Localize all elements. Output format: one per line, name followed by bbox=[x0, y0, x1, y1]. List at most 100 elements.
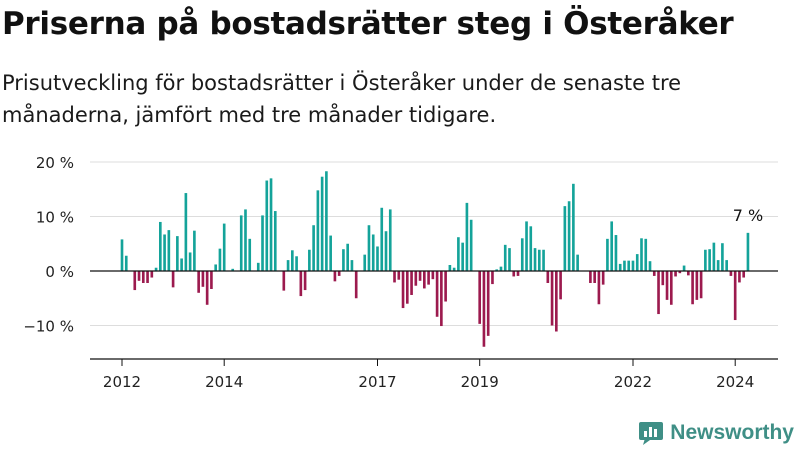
x-tick-label: 2019 bbox=[461, 373, 499, 391]
bar bbox=[218, 248, 222, 271]
bar bbox=[678, 271, 682, 274]
bar bbox=[401, 271, 405, 309]
bar bbox=[623, 260, 626, 271]
y-tick-label: 0 % bbox=[45, 263, 74, 281]
bar bbox=[120, 239, 124, 271]
bar bbox=[644, 238, 648, 271]
bar bbox=[427, 271, 430, 285]
bar bbox=[457, 237, 460, 271]
bar bbox=[478, 271, 482, 324]
bar bbox=[491, 271, 494, 285]
bar bbox=[210, 271, 213, 289]
bar bbox=[397, 271, 401, 280]
bar-chart: 20 % 10 % 0 % −10 % 2012 2014 2017 2019 2022 2024… bbox=[23, 154, 778, 391]
bar bbox=[388, 209, 392, 271]
bar bbox=[316, 190, 320, 271]
bar bbox=[163, 234, 166, 271]
bar bbox=[550, 271, 554, 326]
bar bbox=[606, 238, 609, 271]
bar bbox=[469, 219, 473, 271]
bar bbox=[295, 256, 298, 271]
bar bbox=[269, 178, 273, 271]
bar bbox=[661, 271, 665, 286]
bar bbox=[627, 260, 631, 271]
bar bbox=[682, 265, 686, 271]
bar bbox=[520, 238, 524, 271]
bar bbox=[159, 221, 162, 271]
bar bbox=[282, 271, 286, 291]
bar bbox=[563, 206, 567, 271]
bar bbox=[261, 215, 264, 271]
bar bbox=[593, 271, 596, 283]
bar bbox=[197, 271, 200, 293]
bar bbox=[525, 221, 528, 271]
bar bbox=[614, 235, 618, 271]
bar bbox=[333, 271, 337, 282]
bar bbox=[354, 271, 358, 299]
bar bbox=[205, 271, 209, 305]
bar bbox=[631, 260, 635, 271]
y-tick-label: 20 % bbox=[36, 154, 74, 172]
bar bbox=[486, 271, 490, 336]
bar bbox=[244, 209, 247, 271]
bar bbox=[137, 271, 141, 281]
bar bbox=[508, 248, 511, 271]
bar bbox=[725, 260, 728, 271]
bar bbox=[452, 267, 456, 271]
bar bbox=[708, 249, 711, 271]
bar bbox=[325, 171, 328, 271]
y-tick-label: 10 % bbox=[36, 209, 74, 227]
bar bbox=[350, 260, 354, 271]
bar bbox=[516, 271, 520, 276]
bar bbox=[695, 271, 699, 300]
bar bbox=[431, 271, 435, 280]
bar bbox=[529, 226, 533, 271]
bar bbox=[423, 271, 426, 289]
bar bbox=[133, 271, 137, 291]
bar bbox=[150, 271, 154, 278]
bar bbox=[154, 267, 158, 271]
bar bbox=[618, 263, 622, 271]
bar bbox=[495, 269, 499, 271]
bar bbox=[440, 271, 443, 327]
x-tick-label: 2017 bbox=[358, 373, 396, 391]
bar bbox=[704, 249, 707, 271]
y-tick-label: −10 % bbox=[23, 318, 74, 336]
bar bbox=[435, 271, 439, 317]
bar bbox=[256, 262, 260, 271]
bar bbox=[567, 201, 571, 271]
brand-name: Newsworthy bbox=[670, 421, 794, 444]
bar bbox=[448, 265, 452, 271]
brand-logo: Newsworthy bbox=[638, 420, 794, 446]
bar bbox=[320, 176, 324, 271]
bar bbox=[188, 252, 192, 271]
bar bbox=[742, 271, 746, 278]
bar bbox=[589, 271, 592, 283]
bar bbox=[746, 232, 750, 271]
bar bbox=[597, 271, 601, 305]
bar bbox=[299, 271, 303, 297]
x-tick-label: 2022 bbox=[614, 373, 652, 391]
bar bbox=[303, 271, 307, 291]
bar bbox=[729, 271, 733, 276]
bar bbox=[572, 183, 575, 271]
page-subtitle: Prisutveckling för bostadsrätter i Öster… bbox=[2, 71, 682, 127]
bar bbox=[291, 250, 294, 271]
bar bbox=[669, 271, 673, 305]
bar bbox=[559, 271, 562, 300]
bar bbox=[363, 254, 367, 271]
bar bbox=[635, 254, 639, 271]
bar bbox=[414, 271, 418, 286]
bar bbox=[346, 243, 349, 271]
bar bbox=[265, 180, 269, 271]
bar bbox=[371, 234, 375, 271]
bar-annotation-label: 7 % bbox=[733, 206, 763, 225]
bar bbox=[308, 249, 311, 271]
bar bbox=[601, 271, 605, 285]
bar bbox=[461, 242, 464, 271]
bar bbox=[273, 211, 277, 271]
bar bbox=[124, 255, 128, 271]
bar bbox=[167, 230, 171, 272]
x-tick-label: 2014 bbox=[205, 373, 243, 391]
bar bbox=[657, 271, 660, 315]
